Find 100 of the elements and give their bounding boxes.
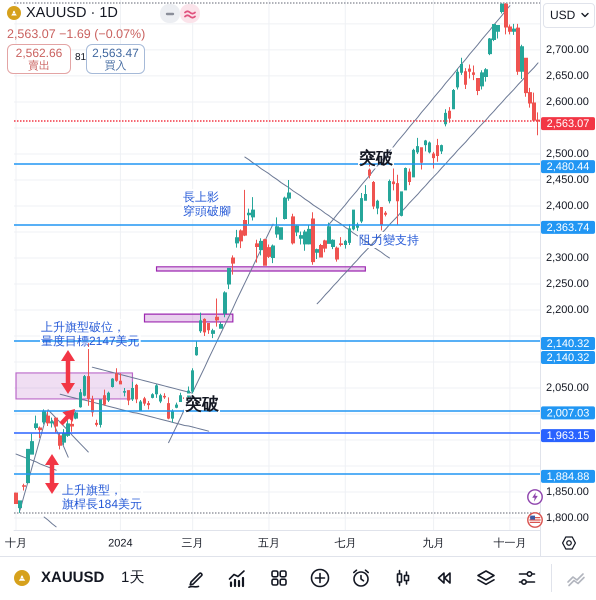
text: XAUUSD	[41, 569, 104, 587]
candlestick	[424, 139, 427, 152]
x-tick-label: 三月	[182, 538, 204, 550]
candlestick	[127, 390, 130, 406]
candlestick	[444, 108, 447, 127]
x-tick-label: 十月	[5, 536, 28, 550]
candlestick	[335, 246, 339, 262]
candlestick	[440, 144, 443, 154]
candlestick	[472, 65, 475, 81]
candlestick	[179, 392, 182, 403]
ref-line-label: 1,884.88	[546, 470, 590, 483]
x-tick-label: 九月	[422, 536, 445, 550]
candlestick	[95, 419, 98, 427]
candlestick	[512, 23, 516, 36]
candlestick	[147, 400, 150, 410]
candlestick	[315, 248, 319, 260]
line-series	[44, 516, 57, 528]
y-tick-label: 2,300.00	[546, 252, 589, 264]
candlestick	[263, 238, 267, 266]
candlestick	[163, 392, 166, 400]
candlestick	[50, 417, 54, 428]
candlestick	[199, 312, 202, 334]
text: USD	[550, 8, 576, 22]
y-tick-label: 2,700.00	[546, 44, 589, 56]
candlestick	[143, 396, 146, 406]
candlestick	[58, 432, 62, 450]
candlestick	[46, 410, 50, 426]
candlestick	[91, 395, 94, 418]
annotation: 2,563.47	[91, 46, 140, 60]
annotation: 突破	[184, 394, 220, 414]
y-tick-label: 1,800.00	[546, 512, 589, 524]
candlestick	[115, 368, 118, 382]
candlestick	[99, 398, 102, 428]
candlestick	[14, 492, 18, 504]
candlestick	[500, 2, 504, 14]
ref-line-label: 1,963.15	[546, 430, 590, 442]
y-tick-label: 2,650.00	[546, 70, 589, 82]
annotation: 買入	[104, 60, 128, 73]
candlestick	[408, 168, 411, 186]
text: 2,563.07 −1.69 (−0.07%)	[7, 26, 146, 42]
candlestick	[420, 146, 423, 170]
candlestick	[151, 392, 154, 399]
x-tick-label: 十一月	[493, 536, 526, 550]
candlestick	[135, 383, 138, 404]
candlestick	[259, 238, 263, 256]
candlestick	[195, 340, 198, 356]
candlestick	[74, 411, 78, 420]
candlestick	[520, 44, 524, 80]
line-series	[52, 420, 69, 458]
annotation: 81	[75, 52, 86, 64]
text: 1天	[121, 569, 144, 587]
ref-line-label: 2,563.07	[546, 118, 590, 130]
candlestick	[215, 298, 219, 328]
y-tick-label: 2,250.00	[546, 278, 589, 290]
annotation: 上升旗型，旗桿長184美元	[62, 483, 142, 511]
y-tick-label: 2,200.00	[546, 304, 589, 316]
candlestick	[504, 2, 508, 35]
candlestick	[38, 426, 42, 438]
candlestick	[480, 70, 484, 90]
candlestick	[87, 342, 90, 406]
candlestick	[219, 322, 223, 330]
candlestick	[496, 24, 500, 39]
candlestick	[175, 402, 178, 409]
candlestick	[291, 213, 295, 245]
ref-line-label: 2,480.44	[546, 161, 590, 174]
candlestick	[155, 384, 158, 398]
candlestick	[34, 415, 38, 430]
x-tick-label: 七月	[334, 536, 356, 550]
candlestick	[231, 254, 235, 276]
candlestick	[171, 408, 174, 423]
candlestick	[139, 399, 142, 412]
candlestick	[223, 290, 227, 318]
candlestick	[380, 206, 383, 231]
candlestick	[235, 229, 239, 248]
y-tick-label: 1,850.00	[546, 486, 589, 498]
candlestick	[372, 180, 375, 210]
candlestick	[167, 396, 170, 420]
annotation: 2,562.66	[14, 46, 64, 60]
candlestick	[42, 408, 46, 425]
candlestick	[388, 178, 391, 204]
y-tick-label: 2,050.00	[546, 382, 589, 394]
annotation: 賣出	[27, 60, 51, 73]
candlestick	[271, 244, 275, 264]
candlestick	[107, 391, 110, 403]
text: 2,140.32	[546, 352, 590, 364]
y-tick-label: 2,600.00	[546, 96, 589, 108]
candlestick	[448, 106, 451, 124]
candlestick	[311, 212, 315, 266]
candlestick	[227, 267, 231, 290]
candlestick	[211, 328, 215, 339]
candlestick	[376, 199, 379, 215]
x-tick-label: 2024	[108, 538, 133, 550]
candlestick	[18, 500, 22, 514]
candlestick	[103, 389, 106, 406]
candlestick	[319, 243, 323, 258]
candlestick	[400, 190, 403, 217]
ref-line-label: 2,007.03	[546, 407, 590, 420]
candlestick	[339, 236, 343, 248]
y-tick-label: 2,450.00	[546, 174, 589, 186]
candlestick	[516, 23, 520, 76]
